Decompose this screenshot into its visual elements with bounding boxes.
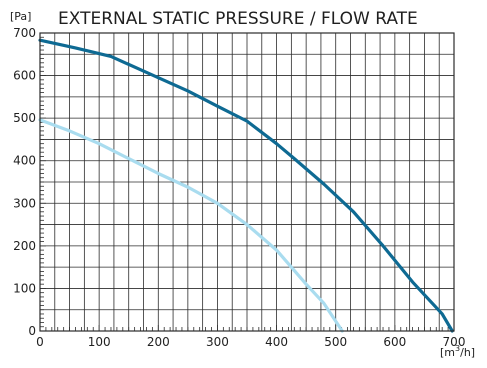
x-axis-unit-label: [m3/h] <box>440 344 475 359</box>
plot-frame <box>39 32 455 332</box>
x-axis-unit-suffix: /h] <box>460 346 475 359</box>
x-tick-label: 700 <box>443 335 466 349</box>
frame-layer <box>39 32 455 332</box>
x-tick-label: 600 <box>383 335 406 349</box>
y-axis-unit-label: [Pa] <box>10 10 31 23</box>
chart-title: EXTERNAL STATIC PRESSURE / FLOW RATE <box>58 9 418 29</box>
grid-layer <box>40 33 454 331</box>
y-tick-label: 300 <box>13 196 36 210</box>
y-tick-label: 400 <box>13 154 36 168</box>
x-tick-label: 0 <box>36 335 44 349</box>
series-line-lower <box>38 118 344 333</box>
label-layer: EXTERNAL STATIC PRESSURE / FLOW RATE [Pa… <box>10 9 475 359</box>
series-layer <box>38 38 454 333</box>
series-line-upper <box>38 38 454 333</box>
x-axis-unit-prefix: [m <box>440 346 455 359</box>
y-tick-label: 500 <box>13 111 36 125</box>
y-tick-label: 100 <box>13 281 36 295</box>
x-tick-label: 500 <box>324 335 347 349</box>
x-tick-label: 200 <box>147 335 170 349</box>
x-tick-label: 300 <box>206 335 229 349</box>
x-tick-label: 400 <box>265 335 288 349</box>
minor-tick-layer <box>40 36 449 331</box>
y-tick-label: 0 <box>28 324 36 338</box>
y-tick-label: 200 <box>13 239 36 253</box>
y-tick-label: 600 <box>13 69 36 83</box>
x-axis-unit-exponent: 3 <box>455 344 460 353</box>
y-tick-label: 700 <box>13 26 36 40</box>
x-tick-label: 100 <box>88 335 111 349</box>
